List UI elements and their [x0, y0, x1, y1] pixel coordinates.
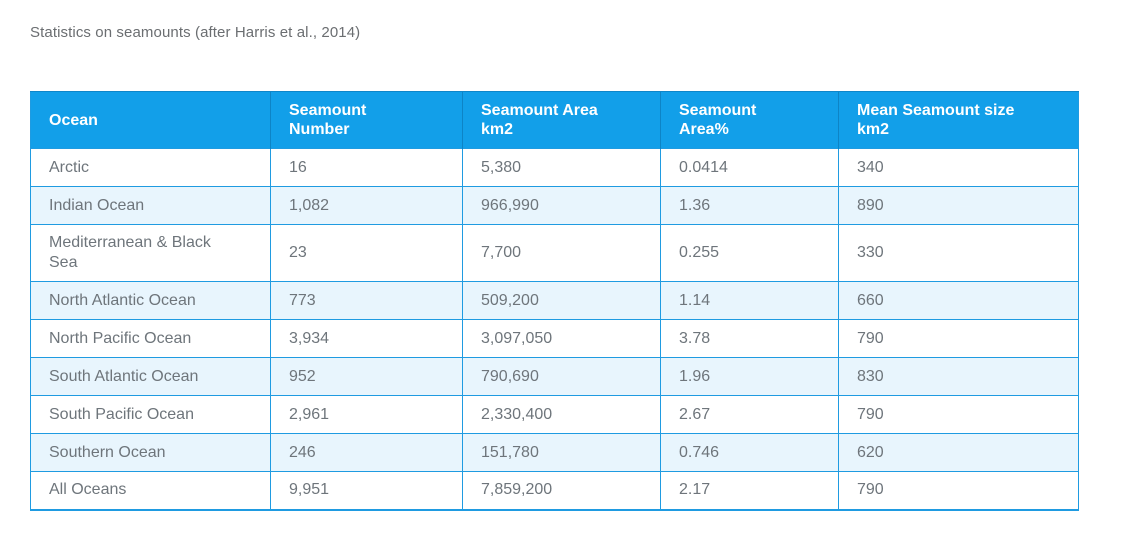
page-title: Statistics on seamounts (after Harris et…	[30, 24, 361, 41]
cell-seamount-area-pct: 0.746	[660, 433, 839, 472]
cell-seamount-area-pct: 3.78	[660, 319, 839, 358]
cell-seamount-area: 7,700	[462, 224, 661, 282]
seamounts-table: Ocean Seamount Number Seamount Area km2 …	[30, 91, 1079, 511]
cell-seamount-number: 246	[270, 433, 463, 472]
cell-mean-seamount-size: 790	[838, 395, 1079, 434]
table-row: Indian Ocean 1,082 966,990 1.36 890	[30, 186, 1079, 225]
cell-ocean: South Pacific Ocean	[30, 395, 271, 434]
cell-seamount-number: 2,961	[270, 395, 463, 434]
cell-seamount-area-pct: 2.17	[660, 471, 839, 510]
cell-seamount-number: 9,951	[270, 471, 463, 510]
cell-seamount-area: 7,859,200	[462, 471, 661, 510]
cell-ocean: Southern Ocean	[30, 433, 271, 472]
table-row: South Atlantic Ocean 952 790,690 1.96 83…	[30, 357, 1079, 396]
cell-seamount-area-pct: 0.255	[660, 224, 839, 282]
cell-seamount-area-pct: 0.0414	[660, 148, 839, 187]
cell-mean-seamount-size: 890	[838, 186, 1079, 225]
col-header-seamount-number: Seamount Number	[270, 91, 463, 149]
cell-seamount-number: 3,934	[270, 319, 463, 358]
cell-ocean: Arctic	[30, 148, 271, 187]
cell-ocean: Indian Ocean	[30, 186, 271, 225]
cell-mean-seamount-size: 790	[838, 319, 1079, 358]
table-header-row: Ocean Seamount Number Seamount Area km2 …	[30, 91, 1079, 149]
table-row: Arctic 16 5,380 0.0414 340	[30, 148, 1079, 187]
cell-ocean: North Pacific Ocean	[30, 319, 271, 358]
col-header-seamount-area-pct: Seamount Area%	[660, 91, 839, 149]
col-header-seamount-area: Seamount Area km2	[462, 91, 661, 149]
cell-seamount-area-pct: 1.36	[660, 186, 839, 225]
cell-mean-seamount-size: 790	[838, 471, 1079, 510]
cell-seamount-number: 952	[270, 357, 463, 396]
cell-seamount-area: 2,330,400	[462, 395, 661, 434]
cell-mean-seamount-size: 330	[838, 224, 1079, 282]
table-row: Mediterranean & Black Sea 23 7,700 0.255…	[30, 224, 1079, 282]
cell-ocean: South Atlantic Ocean	[30, 357, 271, 396]
cell-seamount-area: 509,200	[462, 281, 661, 320]
cell-seamount-area: 151,780	[462, 433, 661, 472]
cell-mean-seamount-size: 660	[838, 281, 1079, 320]
table-row: Southern Ocean 246 151,780 0.746 620	[30, 433, 1079, 472]
cell-mean-seamount-size: 340	[838, 148, 1079, 187]
table-row: North Atlantic Ocean 773 509,200 1.14 66…	[30, 281, 1079, 320]
cell-seamount-area-pct: 1.96	[660, 357, 839, 396]
cell-ocean: Mediterranean & Black Sea	[30, 224, 271, 282]
cell-seamount-area: 3,097,050	[462, 319, 661, 358]
cell-seamount-number: 773	[270, 281, 463, 320]
cell-seamount-number: 1,082	[270, 186, 463, 225]
cell-seamount-area-pct: 1.14	[660, 281, 839, 320]
cell-mean-seamount-size: 620	[838, 433, 1079, 472]
cell-seamount-area: 790,690	[462, 357, 661, 396]
col-header-ocean: Ocean	[30, 91, 271, 149]
cell-seamount-area: 966,990	[462, 186, 661, 225]
table-row: North Pacific Ocean 3,934 3,097,050 3.78…	[30, 319, 1079, 358]
cell-ocean: All Oceans	[30, 471, 271, 510]
cell-seamount-area-pct: 2.67	[660, 395, 839, 434]
cell-ocean: North Atlantic Ocean	[30, 281, 271, 320]
table-row: All Oceans 9,951 7,859,200 2.17 790	[30, 471, 1079, 510]
cell-mean-seamount-size: 830	[838, 357, 1079, 396]
cell-seamount-area: 5,380	[462, 148, 661, 187]
cell-seamount-number: 23	[270, 224, 463, 282]
cell-seamount-number: 16	[270, 148, 463, 187]
col-header-mean-seamount-size: Mean Seamount size km2	[838, 91, 1079, 149]
table-row: South Pacific Ocean 2,961 2,330,400 2.67…	[30, 395, 1079, 434]
